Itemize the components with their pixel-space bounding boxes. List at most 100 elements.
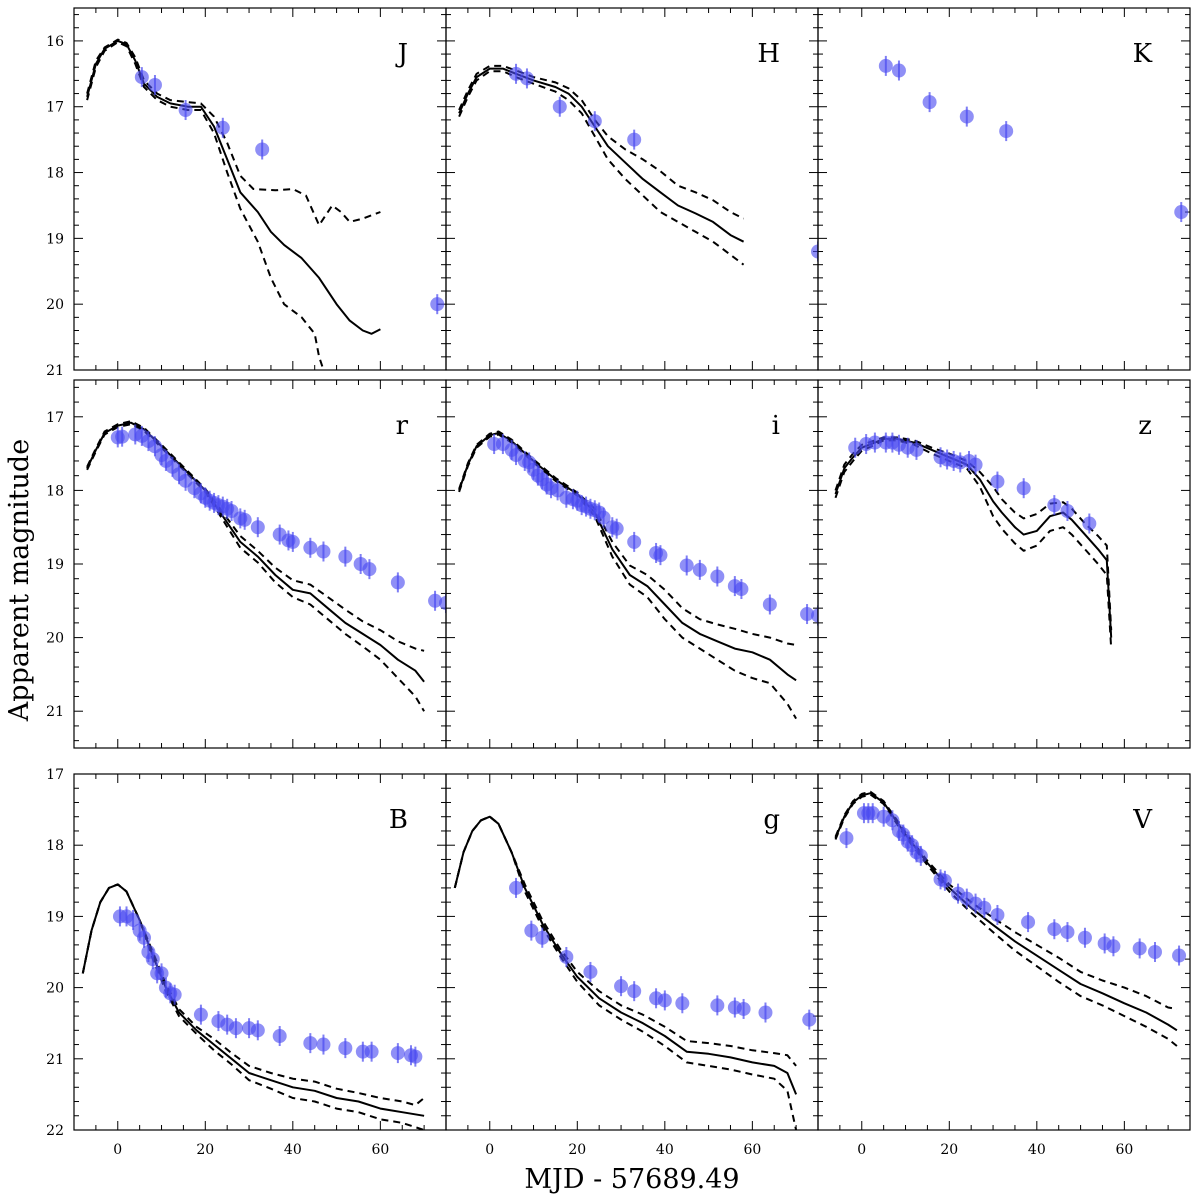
data-point [614, 979, 629, 994]
data-point [1132, 941, 1147, 956]
y-tick-label: 21 [46, 1052, 64, 1068]
panel-z: z [817, 379, 1191, 749]
data-point [145, 952, 160, 967]
data-point [1106, 939, 1121, 954]
model-curve-lower [86, 41, 325, 370]
model-curve-mid [458, 67, 745, 243]
panel-r: 17 18 19 20 21 r [46, 379, 447, 749]
model-curve-mid [81, 883, 425, 1117]
data-point [692, 562, 707, 577]
panel-J: 16 17 18 19 20 21 J [46, 7, 447, 379]
data-point [137, 930, 152, 945]
y-tick-label: 19 [46, 231, 64, 247]
data-point [439, 596, 446, 611]
data-point [167, 987, 182, 1002]
y-tick-label: 20 [46, 631, 64, 647]
model-curve-lower [834, 793, 1178, 1047]
data-point [134, 70, 149, 85]
data-point [657, 993, 672, 1008]
y-tick-label: 22 [46, 1123, 64, 1139]
data-point [338, 549, 353, 564]
model-curve-mid [86, 39, 381, 335]
data-point [193, 1007, 208, 1022]
data-point [228, 1021, 243, 1036]
data-point [178, 103, 193, 118]
data-point [338, 1041, 353, 1056]
panel-K: K [817, 7, 1191, 371]
data-point [762, 597, 777, 612]
data-point [977, 900, 992, 915]
x-tick-label: 60 [743, 1142, 761, 1158]
y-tick-label: 19 [46, 909, 64, 925]
data-point [1172, 948, 1187, 963]
plot-area [86, 420, 446, 712]
y-tick-label: 16 [46, 34, 64, 50]
model-curve-lower [86, 423, 425, 712]
band-label: i [772, 411, 780, 441]
data-point [559, 949, 574, 964]
y-tick-label: 20 [46, 297, 64, 313]
data-point [675, 996, 690, 1011]
model-curve-mid [86, 421, 425, 683]
data-point [316, 544, 331, 559]
band-label: K [1133, 39, 1153, 69]
data-point [509, 66, 524, 81]
data-point [364, 1044, 379, 1059]
data-point [990, 474, 1005, 489]
model-curve-mid [834, 792, 1178, 1032]
model-curve-upper [86, 38, 381, 227]
data-point [734, 582, 749, 597]
plot-area [86, 38, 445, 370]
y-tick-label: 18 [46, 483, 64, 499]
x-axis-title: MJD - 57689.49 [524, 1164, 739, 1195]
panel-frame [817, 7, 1191, 371]
x-tick-label: 0 [113, 1142, 122, 1158]
x-tick-label: 0 [485, 1142, 494, 1158]
data-point [811, 244, 818, 259]
data-point [1077, 930, 1092, 945]
panel-frame [817, 379, 1191, 749]
panel-B: 17 18 19 20 21 22 0 20 40 60 B [46, 767, 447, 1158]
plot-area [834, 432, 1113, 649]
data-point [800, 607, 815, 622]
data-point [115, 429, 130, 444]
data-point [316, 1037, 331, 1052]
x-tick-label: 40 [656, 1142, 674, 1158]
x-tick-label: 40 [284, 1142, 302, 1158]
data-point [430, 297, 445, 312]
model-curve-upper [834, 790, 1178, 1010]
data-point [653, 548, 668, 563]
data-point [736, 1001, 751, 1016]
data-point [147, 78, 162, 93]
data-point [627, 132, 642, 147]
y-tick-label: 17 [46, 100, 64, 116]
data-point [552, 99, 567, 114]
panel-grid: 16 17 18 19 20 21 J H K 17 18 19 20 21 r i z 17 18 19 20 21 22… [46, 7, 1191, 1158]
data-point [865, 806, 880, 821]
data-point [154, 966, 169, 981]
data-point [535, 930, 550, 945]
x-tick-label: 20 [196, 1142, 214, 1158]
band-label: V [1132, 805, 1153, 835]
data-point [303, 1036, 318, 1051]
x-tick-label: 60 [1115, 1142, 1133, 1158]
y-tick-label: 18 [46, 838, 64, 854]
data-point [272, 1029, 287, 1044]
data-point [255, 142, 270, 157]
data-point [968, 457, 983, 472]
data-point [959, 109, 974, 124]
data-point [1174, 205, 1189, 220]
model-curve-upper [86, 420, 425, 652]
data-point [710, 998, 725, 1013]
data-point [1060, 504, 1075, 519]
plot-area [834, 790, 1187, 1047]
data-point [250, 520, 265, 535]
data-point [285, 534, 300, 549]
data-point [627, 534, 642, 549]
data-point [811, 608, 818, 623]
data-point [126, 912, 141, 927]
plot-area [878, 55, 1189, 223]
data-point [922, 95, 937, 110]
plot-area [81, 883, 425, 1130]
